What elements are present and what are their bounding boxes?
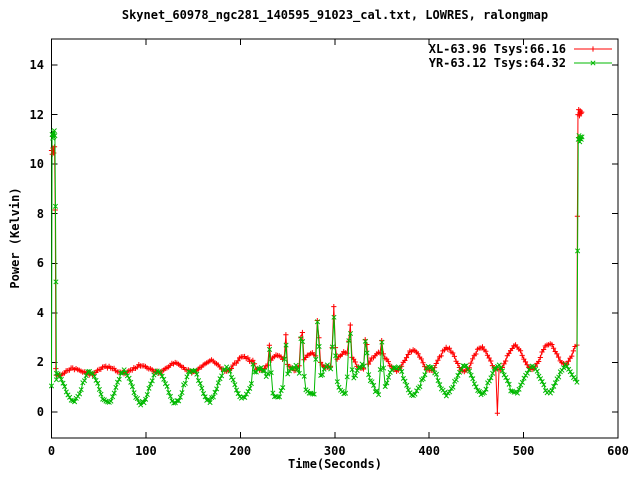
x-tick-label: 500 [512,444,535,458]
x-tick-label: 100 [135,444,157,458]
legend-sample-marker [590,60,596,66]
x-tick-label: 300 [323,444,346,458]
x-tick-label: 0 [47,444,56,458]
axis-ticks [51,39,619,438]
plot-border [51,38,619,439]
legend-entry-label: XL-63.96 Tsys:66.16 [429,42,566,56]
chart-title: Skynet_60978_ngc281_140595_91023_cal.txt… [121,8,549,22]
x-tick-label: 600 [607,444,629,458]
series-markers-yr [48,128,585,408]
y-tick-label: 12 [29,107,44,122]
x-tick-label: 400 [418,444,440,458]
y-tick-label: 8 [36,206,44,221]
y-tick-label: 6 [36,256,44,271]
legend-entry-label: YR-63.12 Tsys:64.32 [429,56,566,70]
y-tick-label: 10 [29,157,44,172]
y-tick-label: 4 [36,305,44,320]
x-axis-label: Time(Seconds) [288,457,382,471]
y-tick-label: 2 [36,355,44,370]
legend-sample-marker [590,46,596,52]
y-tick-label: 14 [29,58,44,73]
x-tick-label: 200 [229,444,252,458]
y-tick-label: 0 [36,404,44,419]
